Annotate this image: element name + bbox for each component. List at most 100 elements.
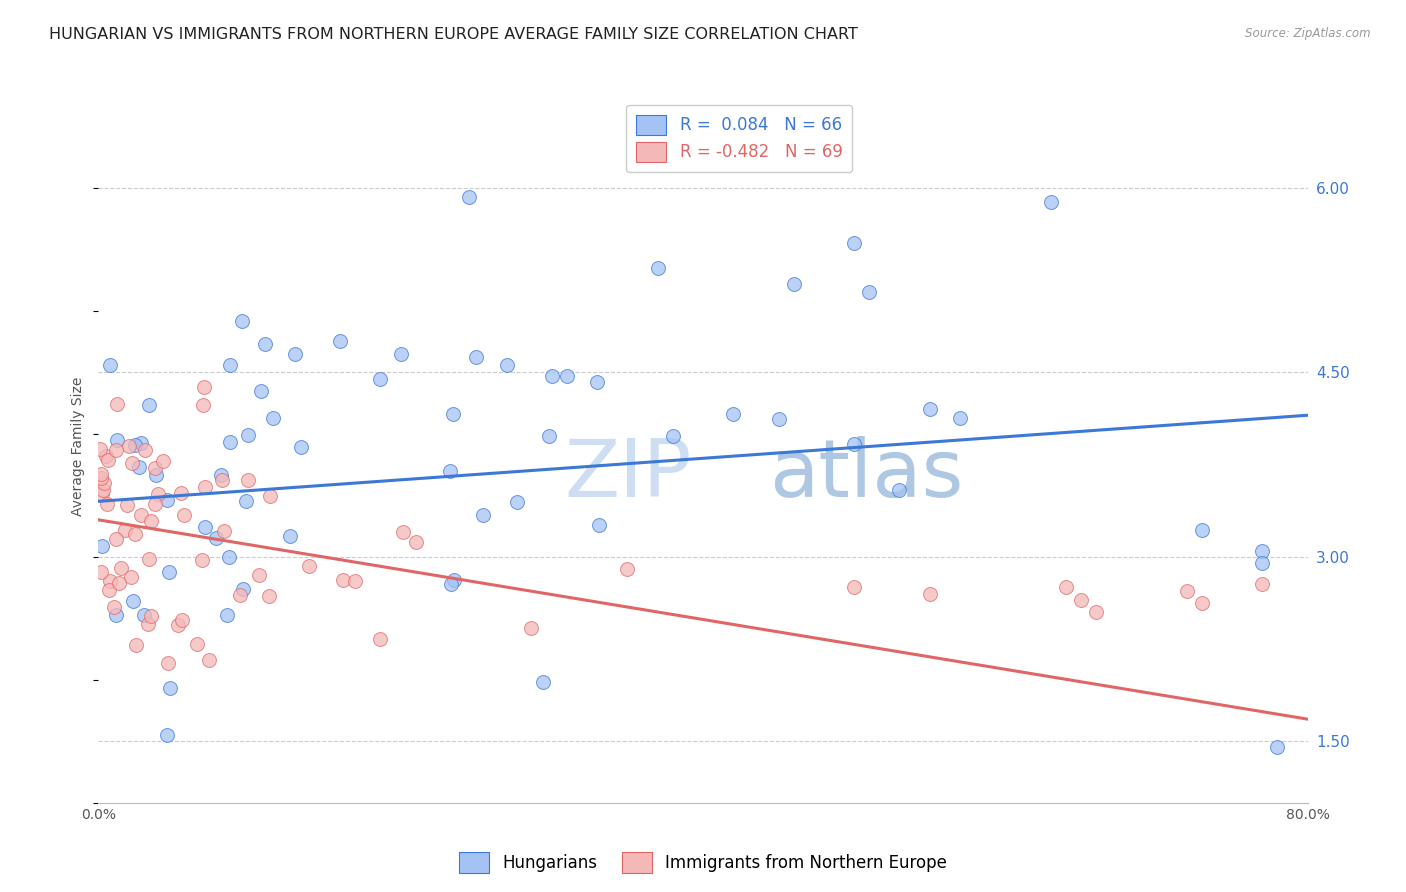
Point <box>1251 543 1274 558</box>
Point <box>520 621 543 635</box>
Point <box>122 594 145 608</box>
Point <box>125 638 148 652</box>
Point <box>90 566 112 580</box>
Point <box>129 435 152 450</box>
Text: ZIP: ZIP <box>564 435 692 514</box>
Point <box>104 533 127 547</box>
Point <box>783 277 806 291</box>
Point <box>918 587 941 601</box>
Point <box>439 577 461 591</box>
Point <box>211 473 233 487</box>
Point <box>194 520 217 534</box>
Legend: Hungarians, Immigrants from Northern Europe: Hungarians, Immigrants from Northern Eur… <box>453 846 953 880</box>
Point <box>105 397 128 411</box>
Point <box>204 531 226 545</box>
Point <box>134 608 156 623</box>
Point <box>262 411 284 425</box>
Point <box>138 399 160 413</box>
Point <box>108 576 131 591</box>
Point <box>768 412 790 426</box>
Point <box>156 493 179 508</box>
Point <box>156 728 179 742</box>
Point <box>128 460 150 475</box>
Point <box>219 434 242 449</box>
Point <box>858 285 880 300</box>
Point <box>1085 605 1108 619</box>
Point <box>93 476 115 491</box>
Point <box>506 495 529 509</box>
Point <box>329 334 352 349</box>
Point <box>1039 195 1062 210</box>
Point <box>405 534 427 549</box>
Point <box>1070 592 1092 607</box>
Point <box>159 681 181 696</box>
Point <box>1191 523 1213 537</box>
Point <box>588 518 610 533</box>
Point <box>389 347 412 361</box>
Point <box>332 574 354 588</box>
Point <box>229 588 252 602</box>
Point <box>105 433 128 447</box>
Point <box>661 429 683 443</box>
Point <box>103 600 125 615</box>
Point <box>844 581 866 595</box>
Point <box>115 498 138 512</box>
Point <box>249 384 271 399</box>
Point <box>98 574 121 588</box>
Point <box>145 467 167 482</box>
Point <box>219 358 242 372</box>
Point <box>121 456 143 470</box>
Point <box>949 410 972 425</box>
Point <box>110 561 132 575</box>
Point <box>232 582 254 596</box>
Point <box>152 454 174 468</box>
Point <box>191 398 214 412</box>
Point <box>172 613 194 627</box>
Point <box>145 460 167 475</box>
Legend: R =  0.084   N = 66, R = -0.482   N = 69: R = 0.084 N = 66, R = -0.482 N = 69 <box>626 104 852 172</box>
Point <box>96 497 118 511</box>
Point <box>91 487 114 501</box>
Point <box>465 351 488 365</box>
Point <box>218 550 240 565</box>
Point <box>124 527 146 541</box>
Point <box>139 514 162 528</box>
Point <box>531 674 554 689</box>
Point <box>156 656 179 670</box>
Point <box>120 570 142 584</box>
Point <box>134 442 156 457</box>
Point <box>343 574 366 589</box>
Point <box>91 483 114 497</box>
Point <box>495 358 517 372</box>
Point <box>257 589 280 603</box>
Point <box>98 358 121 372</box>
Point <box>157 566 180 580</box>
Point <box>844 235 866 250</box>
Point <box>253 337 276 351</box>
Point <box>555 368 578 383</box>
Point <box>170 485 193 500</box>
Point <box>616 562 638 576</box>
Point <box>94 449 117 463</box>
Y-axis label: Average Family Size: Average Family Size <box>72 376 86 516</box>
Point <box>472 508 495 522</box>
Point <box>1054 581 1077 595</box>
Point <box>278 529 301 543</box>
Point <box>118 439 141 453</box>
Point <box>284 347 307 361</box>
Point <box>194 480 217 494</box>
Point <box>212 524 235 538</box>
Point <box>259 489 281 503</box>
Point <box>186 637 208 651</box>
Point <box>368 372 391 386</box>
Point <box>441 408 464 422</box>
Point <box>124 438 146 452</box>
Point <box>1251 576 1274 591</box>
Point <box>247 567 270 582</box>
Point <box>97 582 120 597</box>
Point <box>540 368 562 383</box>
Point <box>723 407 745 421</box>
Point <box>89 442 111 456</box>
Point <box>290 440 312 454</box>
Point <box>211 467 233 482</box>
